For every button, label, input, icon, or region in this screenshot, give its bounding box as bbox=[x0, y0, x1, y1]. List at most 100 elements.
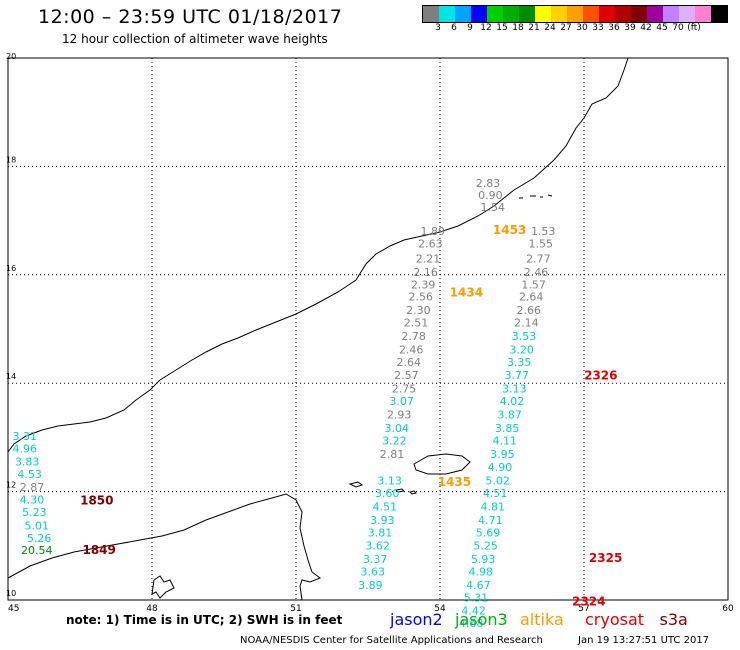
x-tick-label: 54 bbox=[434, 604, 446, 614]
wave-height-value: 4.90 bbox=[488, 461, 513, 474]
wave-height-value: 3.81 bbox=[368, 527, 393, 540]
y-tick-label: 14 bbox=[6, 372, 16, 381]
legend-item-altika: altika bbox=[520, 610, 564, 629]
wave-height-value: 3.77 bbox=[505, 369, 530, 382]
color-scale-label: 33 bbox=[592, 23, 604, 33]
island-abd-al-kuri bbox=[348, 481, 417, 495]
wave-height-value: 3.53 bbox=[512, 330, 537, 343]
wave-height-value: 3.62 bbox=[365, 540, 390, 553]
coastline-arabia bbox=[7, 57, 629, 453]
x-tick-label: 60 bbox=[722, 604, 734, 614]
wave-height-value: 4.42 bbox=[461, 605, 486, 618]
wave-height-value: 3.35 bbox=[507, 356, 532, 369]
generation-timestamp: Jan 19 13:27:51 UTC 2017 bbox=[578, 635, 710, 646]
map-grid: 45 48 51 54 57 60 20 18 16 14 12 10 bbox=[6, 52, 734, 614]
wave-height-value: 2.66 bbox=[517, 304, 542, 317]
wave-height-value: 3.13 bbox=[377, 475, 402, 488]
wave-height-value: 1.55 bbox=[529, 238, 554, 251]
color-scale-swatch bbox=[567, 6, 583, 22]
color-scale-swatch bbox=[583, 6, 599, 22]
y-tick-label: 12 bbox=[6, 481, 16, 490]
coastline bbox=[7, 57, 629, 601]
wave-height-value: 5.93 bbox=[471, 553, 496, 566]
wave-height-value: 2.30 bbox=[406, 304, 431, 317]
pass-time-label: 1850 bbox=[80, 494, 113, 508]
pass-time-label: 2325 bbox=[589, 551, 622, 565]
wave-height-value: 3.63 bbox=[361, 566, 386, 579]
color-scale-swatch bbox=[615, 6, 631, 22]
pass-time-label: 1434 bbox=[450, 285, 483, 299]
wave-height-value: 4.53 bbox=[17, 468, 42, 481]
y-tick-label: 20 bbox=[6, 52, 16, 61]
map-frame bbox=[7, 57, 729, 601]
wave-height-value: 4.02 bbox=[500, 395, 525, 408]
color-scale-swatch bbox=[551, 6, 567, 22]
x-tick-label: 45 bbox=[8, 604, 19, 614]
wave-height-value: 5.31 bbox=[464, 592, 489, 605]
color-scale-label: 45 bbox=[656, 23, 668, 33]
wave-height-value: 2.81 bbox=[380, 448, 405, 461]
legend-item-jason2: jason2 bbox=[390, 610, 443, 629]
wave-height-value: 1.89 bbox=[421, 225, 446, 238]
wave-height-value: 2.21 bbox=[416, 252, 441, 265]
color-scale-swatch bbox=[519, 6, 535, 22]
color-scale-swatch bbox=[647, 6, 663, 22]
color-scale-swatch bbox=[503, 6, 519, 22]
wave-height-value: 2.39 bbox=[411, 278, 436, 291]
coastline-africa bbox=[7, 493, 322, 601]
wave-height-value: 4.96 bbox=[13, 443, 38, 456]
color-scale-swatch bbox=[439, 6, 455, 22]
pass-time-label: 1453 bbox=[493, 223, 526, 237]
x-tick-label: 48 bbox=[146, 604, 158, 614]
color-scale-swatch bbox=[711, 6, 727, 22]
color-scale-label: 30 bbox=[576, 23, 588, 33]
credit-line: NOAA/NESDIS Center for Satellite Applica… bbox=[240, 635, 543, 646]
color-scale-label: 42 bbox=[640, 23, 652, 33]
wave-height-value: 5.01 bbox=[25, 520, 50, 533]
wave-height-value: 2.46 bbox=[524, 266, 549, 279]
color-scale-label: 9 bbox=[467, 23, 473, 33]
page-subtitle: 12 hour collection of altimeter wave hei… bbox=[62, 32, 328, 46]
wave-height-value: 4.71 bbox=[478, 514, 503, 527]
color-scale-label: 6 bbox=[451, 23, 457, 33]
color-scale-label: 15 bbox=[496, 23, 508, 33]
wave-height-value: 4.30 bbox=[20, 494, 45, 507]
y-tick-label: 18 bbox=[6, 155, 16, 164]
wave-height-value: 2.51 bbox=[404, 316, 429, 329]
legend-item-jason3: jason3 bbox=[455, 610, 508, 629]
pass-time-labels: 1453 1434 1435 2326 2325 2324 1850 1849 bbox=[80, 223, 622, 608]
wave-height-points: 2.830.901.54 1.892.632.212.162.392.562.30… bbox=[13, 177, 556, 630]
color-scale-label: 3 bbox=[435, 23, 441, 33]
wave-height-value: 4.11 bbox=[493, 434, 518, 447]
wave-height-value: 3.85 bbox=[495, 422, 520, 435]
footnote: note: 1) Time is in UTC; 2) SWH is in fe… bbox=[66, 613, 343, 627]
color-scale-label: 39 bbox=[624, 23, 636, 33]
wave-height-value: 1.53 bbox=[531, 225, 556, 238]
y-tick-label: 16 bbox=[6, 264, 16, 273]
wave-height-value: 4.51 bbox=[373, 501, 398, 514]
wave-height-value: 3.31 bbox=[13, 430, 38, 443]
color-scale-label: 12 bbox=[480, 23, 492, 33]
wave-height-value: 3.37 bbox=[363, 553, 388, 566]
color-scale-label: 18 bbox=[512, 23, 524, 33]
color-scale-label: 36 bbox=[608, 23, 620, 33]
wave-height-value: 3.22 bbox=[382, 434, 407, 447]
color-scale-swatch bbox=[679, 6, 695, 22]
wave-height-value: 3.13 bbox=[502, 382, 527, 395]
wave-height-value: 2.83 bbox=[476, 177, 501, 190]
color-scale-swatch bbox=[423, 6, 439, 22]
x-tick-label: 51 bbox=[290, 604, 301, 614]
wave-height-value: 2.16 bbox=[413, 266, 438, 279]
color-scale-label: 24 bbox=[544, 23, 556, 33]
wave-height-value: 4.68 bbox=[459, 617, 484, 630]
island-socotra bbox=[413, 453, 471, 475]
y-tick-label: 10 bbox=[6, 589, 16, 598]
wave-height-value: 3.83 bbox=[15, 456, 40, 469]
wave-height-value: 2.87 bbox=[20, 481, 45, 494]
wave-height-value: 2.56 bbox=[409, 290, 434, 303]
color-scale-label: 70 bbox=[672, 23, 684, 33]
wave-height-value: 2.63 bbox=[418, 238, 443, 251]
color-scale-swatch bbox=[487, 6, 503, 22]
wave-height-value: 4.81 bbox=[481, 501, 506, 514]
